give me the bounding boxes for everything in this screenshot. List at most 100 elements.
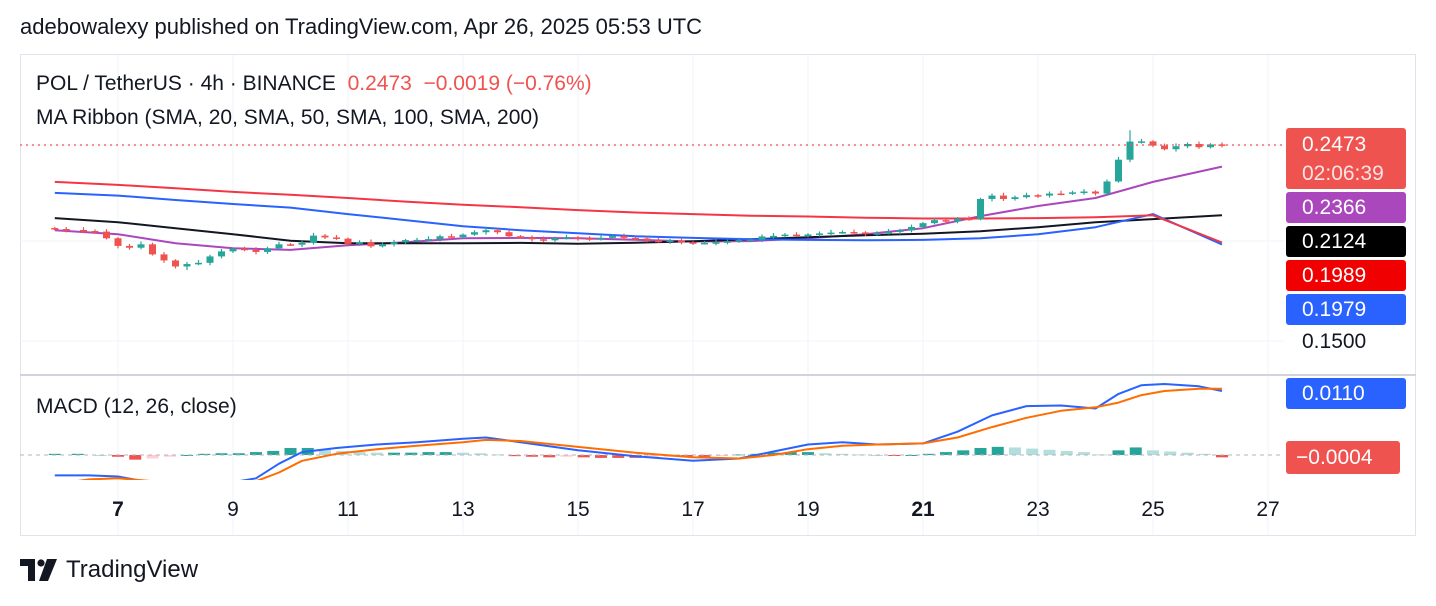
candle-body-86 [1046,193,1053,196]
publish-header: adebowalexy published on TradingView.com… [20,14,703,39]
hist-bar-66 [1198,453,1211,455]
candle-body-80 [977,198,984,220]
sma50-badge: 0.2124 [1286,226,1406,257]
candle-body-47 [597,237,605,240]
candle-body-32 [425,239,432,241]
candle-body-7 [137,244,145,248]
ma-ribbon [54,165,1223,251]
hist-bar-23 [457,452,469,455]
candle-body-94 [1138,141,1145,143]
line-signal [77,387,1222,480]
candle-body-4 [103,231,110,239]
candle-body-69 [850,232,858,234]
hist-bar-61 [1112,450,1125,455]
candle-body-65 [804,234,812,236]
candle-body-96 [1161,145,1168,150]
candle-body-55 [689,242,697,244]
hist-bar-58 [1060,450,1073,455]
candle-body-100 [1207,144,1214,148]
candle-body-50 [632,237,639,240]
hist-bar-44 [819,453,832,455]
candle-body-38 [494,230,501,233]
legend-ma-ribbon[interactable]: MA Ribbon (SMA, 20, SMA, 50, SMA, 100, S… [36,106,540,129]
legend-macd[interactable]: MACD (12, 26, close) [36,395,237,418]
candle-body-46 [586,238,593,240]
hist-bar-6 [163,455,176,457]
candle-body-42 [540,239,547,241]
candle-body-31 [413,239,421,242]
hist-bar-25 [491,454,504,456]
candle-body-5 [114,238,122,246]
candle-body-70 [862,232,869,235]
hist-bar-32 [612,455,625,458]
hist-bar-21 [422,452,435,455]
candle-body-17 [252,249,260,252]
hist-bar-27 [526,455,538,457]
candle-body-89 [1080,191,1088,194]
hist-bar-11 [250,452,262,455]
candle-body-37 [482,230,490,233]
macd-lines [54,383,1223,480]
candle-body-57 [712,242,720,244]
candle-body-56 [701,242,708,245]
x-tick-27: 27 [1256,498,1279,521]
hist-bar-56 [1026,448,1039,455]
line-sma50 [54,214,1223,245]
hist-bar-37 [698,455,711,457]
candle-body-91 [1103,181,1111,194]
hist-bar-26 [508,455,521,457]
candle-body-78 [954,218,961,222]
last-price-badge: 0.2473 02:06:39 [1286,128,1406,189]
hist-bar-13 [284,448,297,455]
x-tick-19: 19 [796,498,819,521]
candles [51,130,1226,271]
candle-body-93 [1126,141,1134,160]
tradingview-logo[interactable]: TradingView [20,556,198,584]
x-tick-11: 11 [337,498,359,521]
hist-bar-57 [1043,449,1056,455]
candle-body-54 [678,240,685,243]
candle-body-79 [965,218,973,221]
hist-bar-9 [215,453,228,455]
candle-body-43 [551,238,559,241]
candle-body-53 [666,240,674,242]
candle-body-82 [1000,195,1007,199]
hist-bar-62 [1129,447,1142,455]
candle-body-72 [885,231,892,234]
macd-histogram [48,446,1228,460]
hist-bar-50 [922,453,935,455]
hist-bar-46 [853,454,866,456]
line-macd [54,383,1223,480]
candle-body-77 [942,220,950,222]
candle-body-41 [528,237,536,240]
hist-bar-19 [388,452,400,455]
x-axis: 7 9 11 13 15 17 19 21 23 25 27 [112,498,1280,521]
hist-bar-17 [353,452,366,455]
candle-body-18 [264,248,271,252]
candle-body-71 [873,233,881,235]
candle-body-0 [51,227,59,230]
candle-body-36 [471,232,478,235]
hist-bar-51 [940,452,952,455]
hist-bar-7 [181,455,193,456]
candle-body-84 [1023,195,1030,198]
sma200-badge: 0.1989 [1286,260,1406,291]
candle-body-20 [287,244,294,246]
candle-body-98 [1184,143,1191,147]
candle-body-76 [931,220,938,224]
candle-body-87 [1057,193,1065,196]
macd-value-badge: 0.0110 [1286,378,1406,409]
legend-change: −0.0019 (−0.76%) [423,72,592,95]
candle-body-61 [758,236,766,240]
x-tick-15: 15 [566,498,589,521]
sma100-badge: 0.1979 [1286,294,1406,325]
candle-body-11 [183,264,191,267]
candle-body-30 [402,240,409,243]
candle-body-2 [80,230,87,232]
x-tick-21: 21 [911,498,935,521]
candle-body-1 [62,229,70,231]
legend-pair: POL / TetherUS · 4h · BINANCE [36,72,336,95]
candle-body-60 [747,239,754,242]
hist-bar-20 [405,452,418,455]
